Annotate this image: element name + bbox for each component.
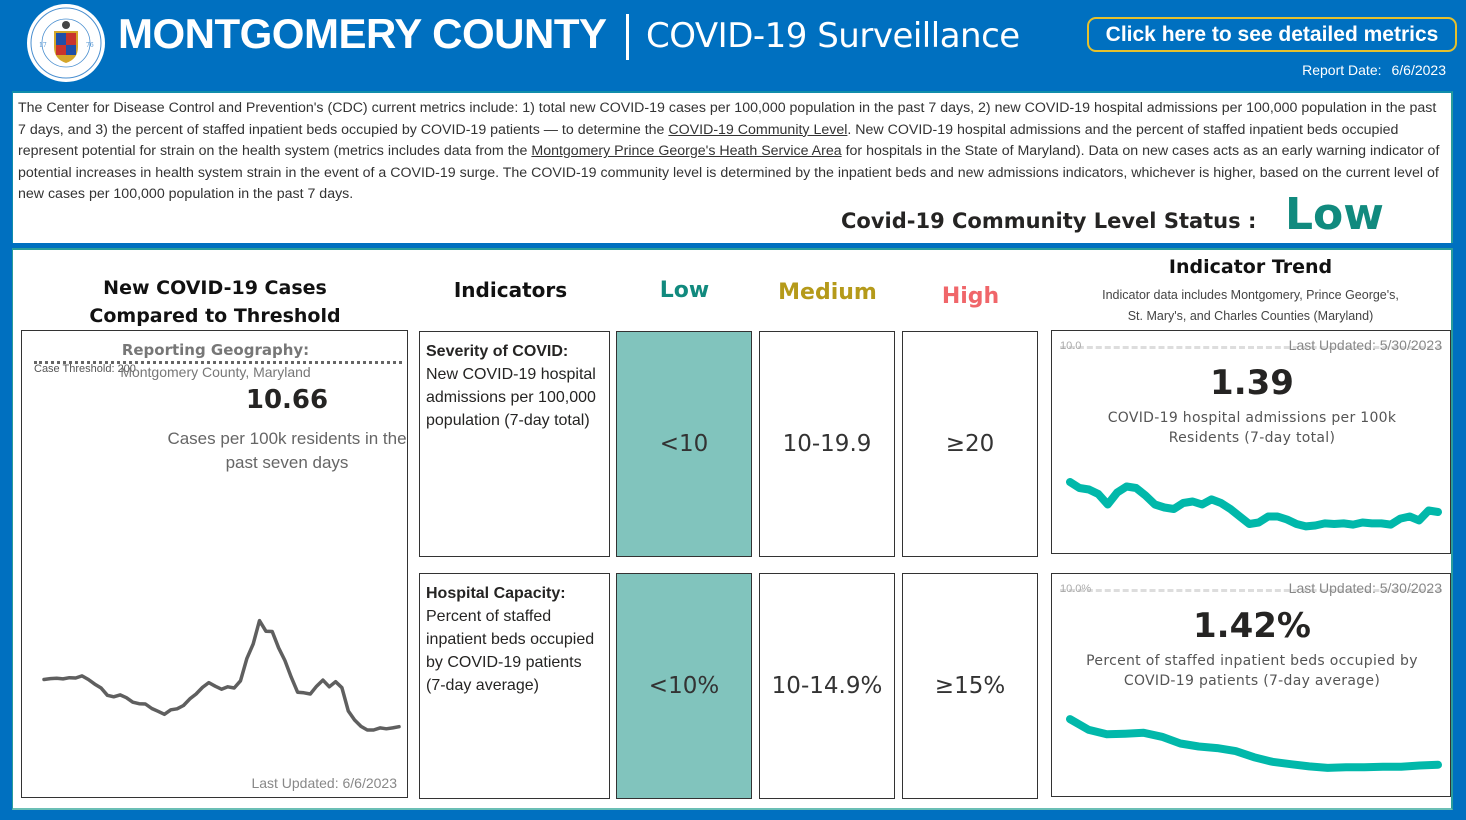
cases-card: Case Threshold: 200 Reporting Geography:… <box>21 330 408 798</box>
description-text: The Center for Disease Control and Preve… <box>18 98 1448 206</box>
capacity-low-threshold: <10% <box>616 573 752 799</box>
beds-desc-line-1: Percent of staffed inpatient beds occupi… <box>1086 653 1418 669</box>
admissions-reference-label: 10.0 <box>1060 340 1082 352</box>
seal-year-right: 76 <box>86 42 94 49</box>
admissions-description: COVID-19 hospital admissions per 100k Re… <box>1072 409 1432 448</box>
beds-desc-line-2: COVID-19 patients (7-day average) <box>1123 672 1381 689</box>
report-date-value: 6/6/2023 <box>1391 62 1447 78</box>
indicator-capacity-title: Hospital Capacity: <box>426 585 566 602</box>
community-level-status-value: Low <box>1285 189 1384 240</box>
beds-reference-line <box>1060 589 1442 592</box>
level-header-low: Low <box>659 278 710 303</box>
admissions-series-line <box>1066 478 1442 531</box>
beds-trend-card: 10.0% Last Updated: 5/30/2023 1.42% Perc… <box>1051 573 1451 797</box>
level-header-medium: Medium <box>778 280 877 305</box>
admissions-reference-line <box>1060 346 1442 349</box>
beds-trend-chart <box>1066 715 1442 772</box>
detailed-metrics-button[interactable]: Click here to see detailed metrics <box>1087 17 1457 52</box>
report-date-label: Report Date: <box>1302 62 1382 78</box>
severity-low-threshold: <10 <box>616 331 752 557</box>
indicator-severity-title: Severity of COVID: <box>426 343 569 360</box>
community-level-status-label: Covid-19 Community Level Status : <box>841 209 1257 233</box>
county-seal-logo: 17 76 <box>27 4 105 82</box>
page-title: MONTGOMERY COUNTY <box>118 10 607 57</box>
cases-title-line-1: New COVID-19 Cases <box>103 277 327 299</box>
admissions-trend-chart <box>1066 478 1442 531</box>
cases-value: 10.66 <box>245 385 329 415</box>
indicator-severity: Severity of COVID: New COVID-19 hospital… <box>419 331 610 557</box>
level-header-high: High <box>941 284 1000 309</box>
cases-title-line-2: Compared to Threshold <box>89 305 341 327</box>
description-part-2: . New COVID-19 hospital admissions and t… <box>18 121 1399 160</box>
health-service-area-link[interactable]: Montgomery Prince George's Heath Service… <box>531 143 842 160</box>
beds-reference-label: 10.0% <box>1060 583 1092 595</box>
admissions-desc-line-2: Residents (7-day total) <box>1168 429 1336 446</box>
trend-note-line-2: St. Mary's, and Charles Counties (Maryla… <box>1127 309 1374 323</box>
cases-trend-chart <box>42 618 401 732</box>
cases-series-line <box>42 618 401 732</box>
capacity-medium-threshold: 10-14.9% <box>759 573 895 799</box>
trend-note-line-1: Indicator data includes Montgomery, Prin… <box>1102 288 1399 302</box>
community-level-link[interactable]: COVID-19 Community Level <box>668 121 848 138</box>
indicators-header: Indicators <box>453 278 568 302</box>
reporting-geography-label: Reporting Geography: <box>121 341 310 359</box>
admissions-trend-card: 10.0 Last Updated: 5/30/2023 1.39 COVID-… <box>1051 330 1451 554</box>
admissions-last-updated: Last Updated: 5/30/2023 <box>1288 337 1442 353</box>
beds-last-updated: Last Updated: 5/30/2023 <box>1288 580 1442 596</box>
severity-high-threshold: ≥20 <box>902 331 1038 557</box>
cases-section-title: New COVID-19 Cases Compared to Threshold <box>15 274 415 330</box>
admissions-desc-line-1: COVID-19 hospital admissions per 100k <box>1107 410 1397 426</box>
beds-series-line <box>1066 715 1442 772</box>
indicator-severity-desc: New COVID-19 hospital admissions per 100… <box>426 366 596 429</box>
indicator-trend-note: Indicator data includes Montgomery, Prin… <box>1053 285 1448 327</box>
cases-description: Cases per 100k residents in the past sev… <box>167 429 407 472</box>
beds-value: 1.42% <box>1193 606 1311 646</box>
case-threshold-line <box>34 361 402 364</box>
severity-medium-threshold: 10-19.9 <box>759 331 895 557</box>
description-panel: The Center for Disease Control and Preve… <box>12 91 1453 243</box>
indicator-capacity-desc: Percent of staffed inpatient beds occupi… <box>426 608 595 694</box>
indicator-trend-title: Indicator Trend <box>1168 256 1333 278</box>
case-threshold-label: Case Threshold: 200 <box>34 363 136 375</box>
capacity-high-threshold: ≥15% <box>902 573 1038 799</box>
admissions-value: 1.39 <box>1210 363 1294 403</box>
indicator-hospital-capacity: Hospital Capacity: Percent of staffed in… <box>419 573 610 799</box>
reporting-geography-value: Montgomery County, Maryland <box>120 364 311 380</box>
title-divider <box>626 14 629 60</box>
description-part-1: The Center for Disease Control and Preve… <box>18 100 1437 138</box>
description-part-3: for hospitals in the State of Maryland).… <box>18 143 1440 203</box>
main-panel: New COVID-19 Cases Compared to Threshold… <box>12 248 1453 810</box>
beds-description: Percent of staffed inpatient beds occupi… <box>1072 652 1432 691</box>
report-date: Report Date: 6/6/2023 <box>1302 62 1446 78</box>
seal-year-left: 17 <box>39 42 47 49</box>
cases-last-updated: Last Updated: 6/6/2023 <box>251 775 397 791</box>
page-subtitle: COVID-19 Surveillance <box>646 16 1020 56</box>
